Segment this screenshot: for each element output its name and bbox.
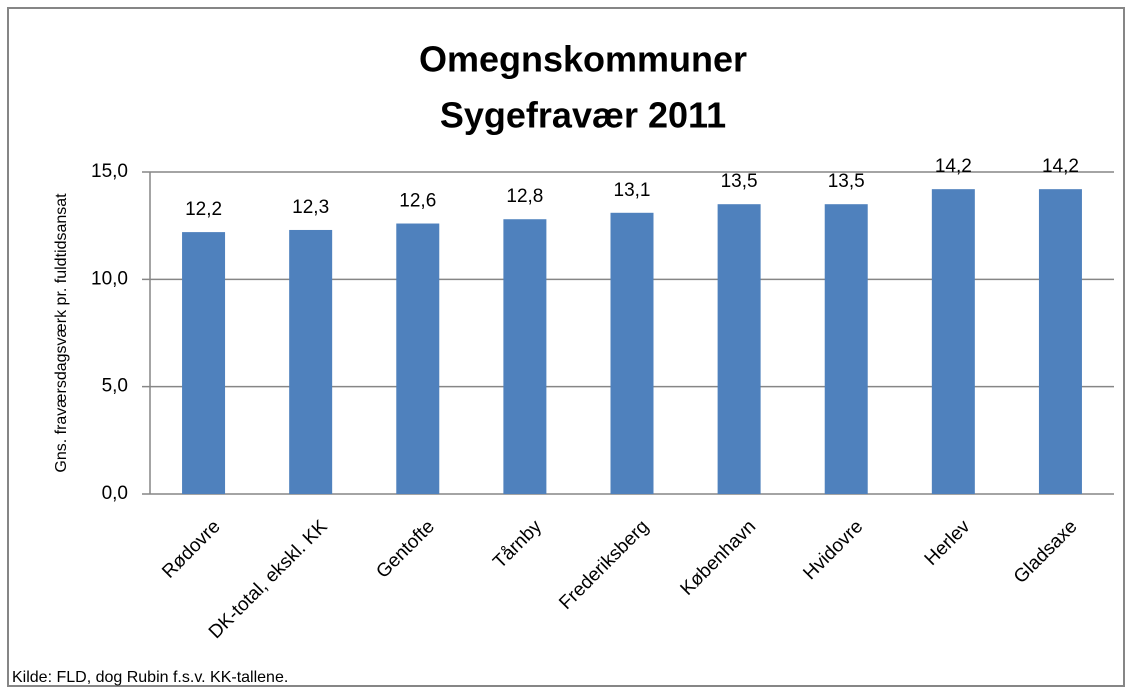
bar: [289, 229, 333, 494]
y-tick-label: 5,0: [102, 376, 128, 397]
value-label: 13,1: [614, 180, 651, 201]
bar: [396, 223, 440, 494]
y-tick-label: 10,0: [91, 268, 128, 289]
bar: [717, 204, 761, 494]
value-label: 12,2: [185, 199, 222, 220]
y-tick-label: 0,0: [102, 483, 128, 504]
bar: [824, 204, 868, 494]
value-label: 12,6: [399, 191, 436, 212]
y-tick-label: 15,0: [91, 161, 128, 182]
bar: [1038, 189, 1082, 494]
y-axis-label: Gns. fraværsdagsværk pr. fuldtidsansat: [53, 193, 70, 473]
chart-title: Omegnskommuner: [419, 39, 747, 80]
value-label: 14,2: [935, 156, 972, 177]
bar: [931, 189, 975, 494]
bar: [610, 212, 654, 494]
bar: [182, 232, 226, 494]
value-label: 13,5: [721, 171, 758, 192]
value-label: 12,8: [506, 186, 543, 207]
bar: [503, 219, 547, 494]
value-label: 12,3: [292, 197, 329, 218]
chart-subtitle: Sygefravær 2011: [440, 95, 726, 136]
value-label: 14,2: [1042, 156, 1079, 177]
source-note: Kilde: FLD, dog Rubin f.s.v. KK-tallene.: [12, 669, 288, 686]
value-label: 13,5: [828, 171, 865, 192]
